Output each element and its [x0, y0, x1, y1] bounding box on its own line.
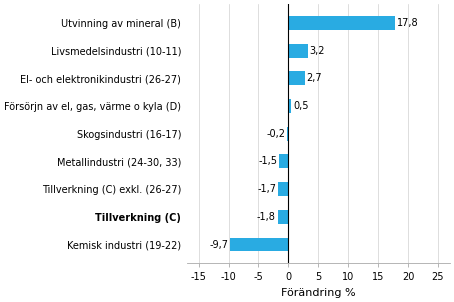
Bar — [288, 71, 305, 85]
X-axis label: Förändring %: Förändring % — [281, 288, 355, 298]
Bar — [277, 210, 288, 224]
Bar — [230, 238, 288, 252]
Bar — [287, 127, 288, 141]
Text: -1,8: -1,8 — [257, 212, 276, 222]
Text: 2,7: 2,7 — [306, 73, 322, 83]
Text: -9,7: -9,7 — [210, 239, 228, 249]
Text: 0,5: 0,5 — [293, 101, 309, 111]
Text: -1,5: -1,5 — [259, 156, 277, 166]
Text: 3,2: 3,2 — [309, 46, 325, 56]
Bar — [278, 182, 288, 196]
Text: 17,8: 17,8 — [397, 18, 418, 28]
Bar — [279, 155, 288, 168]
Text: -1,7: -1,7 — [257, 184, 276, 194]
Text: -0,2: -0,2 — [266, 129, 286, 139]
Bar — [288, 16, 395, 30]
Bar — [288, 99, 291, 113]
Bar — [288, 44, 307, 57]
